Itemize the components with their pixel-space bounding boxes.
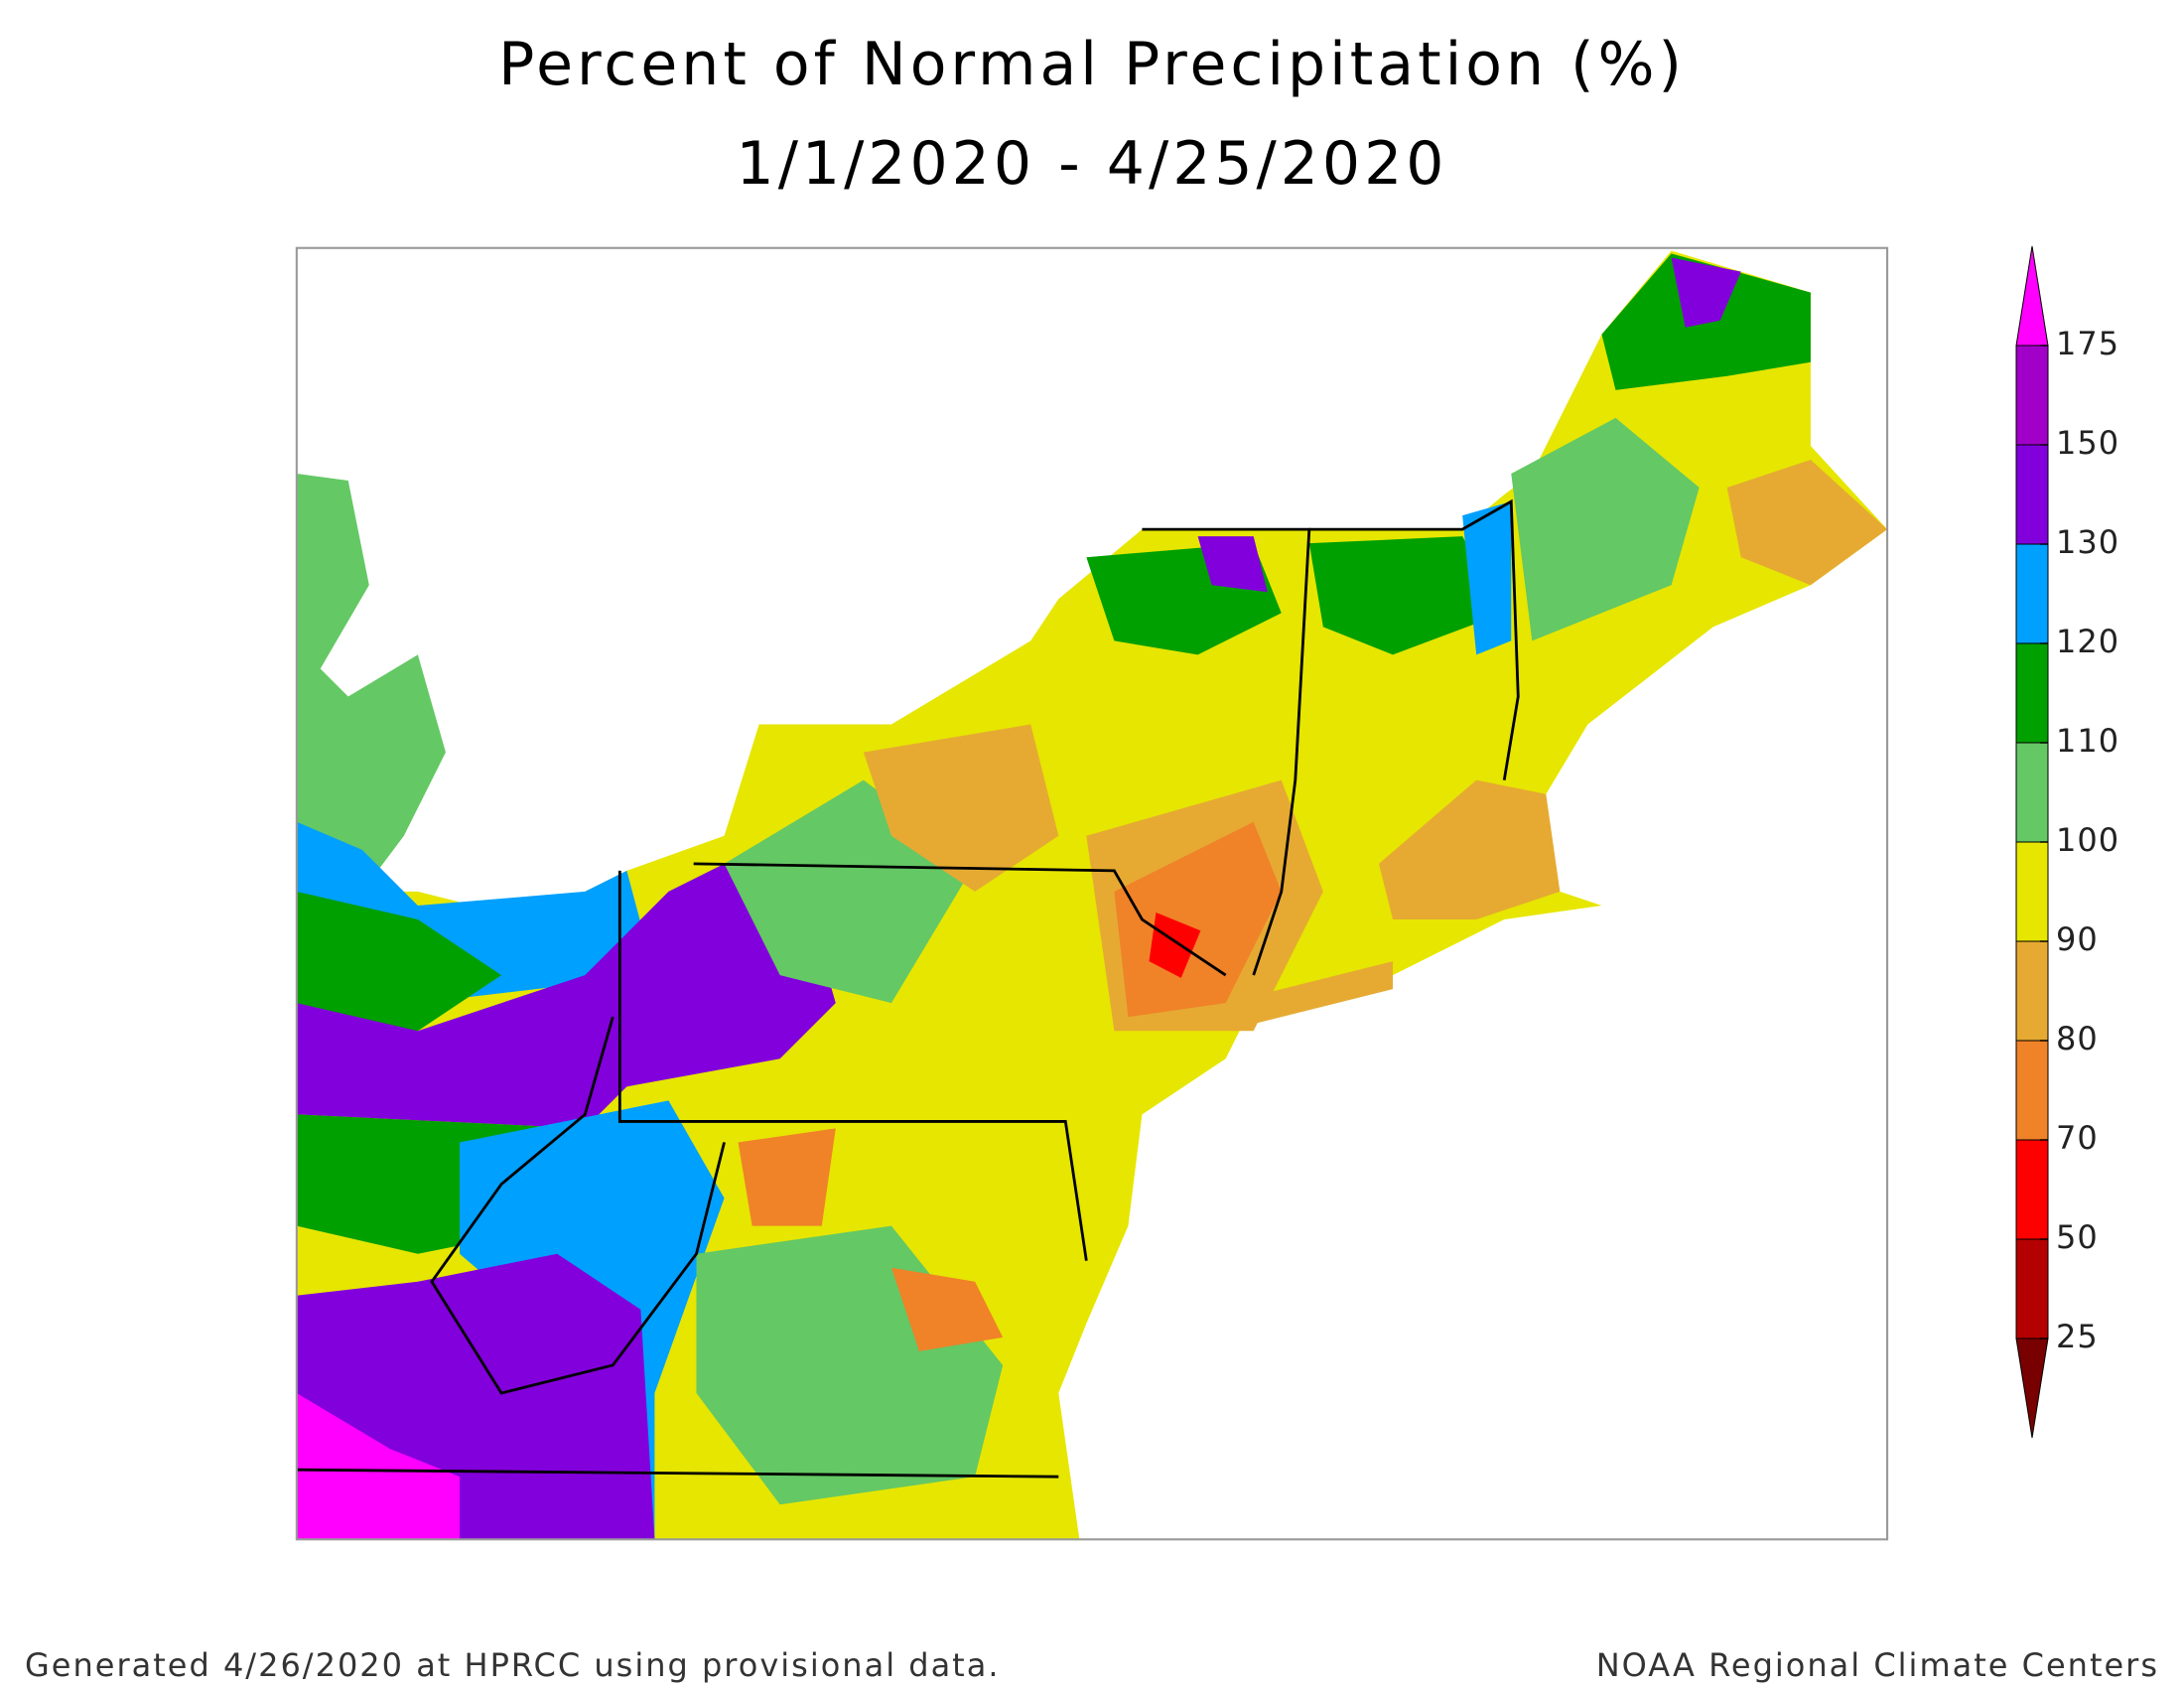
region <box>1225 961 1393 1025</box>
state-border <box>430 1016 726 1395</box>
region <box>1462 501 1512 655</box>
colorbar-over-arrow <box>2015 245 2049 347</box>
region <box>1378 779 1561 919</box>
colorbar-swatch <box>2015 642 2049 744</box>
map-frame <box>295 246 1889 1541</box>
colorbar-swatch <box>2015 1040 2049 1141</box>
region <box>1671 257 1741 328</box>
subtitle: 1/1/2020 - 4/25/2020 <box>737 129 1448 199</box>
state-border <box>296 1468 1059 1478</box>
colorbar-label: 50 <box>2056 1218 2099 1256</box>
colorbar-label: 25 <box>2056 1318 2099 1355</box>
colorbar-label: 120 <box>2056 623 2119 660</box>
region <box>296 1393 460 1540</box>
colorbar-label: 110 <box>2056 722 2119 760</box>
region <box>1511 417 1700 641</box>
colorbar-label: 175 <box>2056 325 2119 362</box>
footer-left: Generated 4/26/2020 at HPRCC using provi… <box>25 1646 1001 1684</box>
region <box>1149 912 1201 978</box>
region <box>1114 821 1282 1018</box>
colorbar-label: 70 <box>2056 1119 2099 1157</box>
region <box>296 863 836 1129</box>
colorbar-label: 90 <box>2056 920 2099 958</box>
colorbar-swatch <box>2015 345 2049 446</box>
region <box>890 1267 1004 1351</box>
title: Percent of Normal Precipitation (%) <box>498 30 1686 99</box>
colorbar-swatch <box>2015 1238 2049 1339</box>
colorbar-swatch <box>2015 742 2049 843</box>
colorbar-swatch <box>2015 1139 2049 1240</box>
colorbar-label: 100 <box>2056 821 2119 859</box>
colorbar-swatch <box>2015 444 2049 545</box>
colorbar: 25 50 70 80 90 100 110 120 130 150 175 <box>2015 245 2119 1439</box>
region <box>296 891 502 1032</box>
colorbar-swatch <box>2015 543 2049 644</box>
state-border <box>1142 527 1311 976</box>
footer-right: NOAA Regional Climate Centers <box>1596 1646 2159 1684</box>
colorbar-swatch <box>2015 841 2049 942</box>
map <box>295 246 1889 1541</box>
colorbar-label: 150 <box>2056 424 2119 462</box>
state-border <box>1308 498 1520 780</box>
colorbar-label: 130 <box>2056 523 2119 561</box>
colorbar-swatch <box>2015 940 2049 1042</box>
region <box>1197 536 1268 593</box>
region <box>738 1128 836 1226</box>
colorbar-under-arrow <box>2015 1337 2049 1439</box>
land <box>296 474 446 892</box>
state-border <box>693 862 1227 977</box>
region <box>1726 459 1888 586</box>
region <box>1308 536 1505 655</box>
region <box>863 724 1059 892</box>
colorbar-label: 80 <box>2056 1020 2099 1057</box>
state-border <box>617 870 1088 1261</box>
